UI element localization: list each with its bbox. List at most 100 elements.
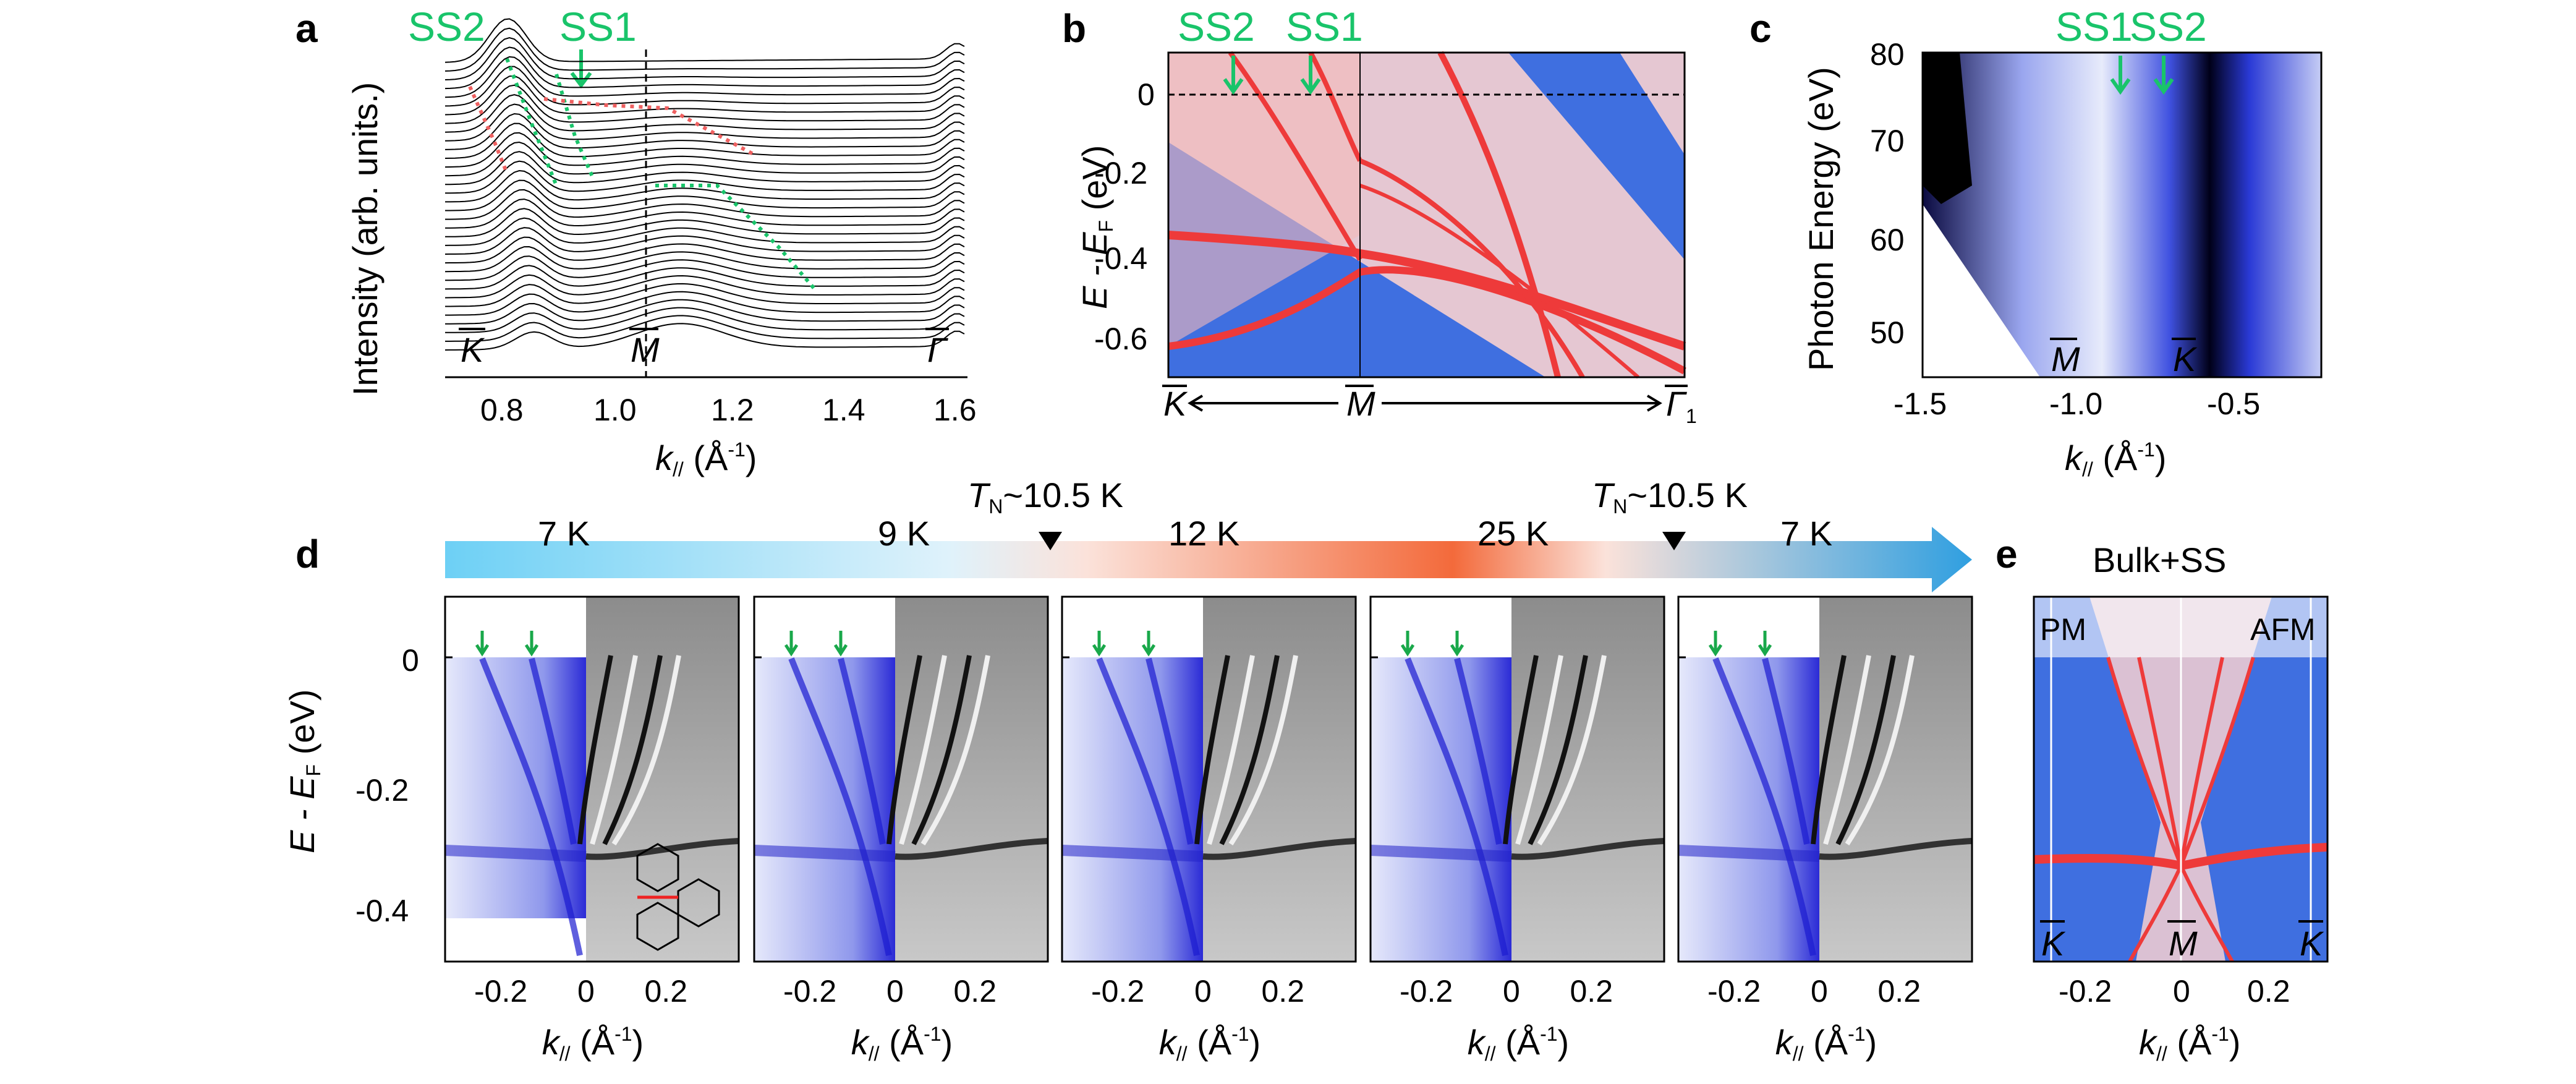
panel-d-ytick: -0.4 bbox=[355, 894, 409, 928]
temp-label-4: 25 K bbox=[1477, 514, 1549, 553]
arpes-band bbox=[838, 657, 886, 845]
curvature-band bbox=[1515, 655, 1563, 845]
panel-b-ytick: -0.6 bbox=[1094, 322, 1147, 356]
arpes-xtick: 0.2 bbox=[1262, 974, 1305, 1009]
arpes-xtick: 0.2 bbox=[1878, 974, 1921, 1009]
panel-a-xtick: 1.2 bbox=[711, 393, 754, 427]
curvature-band bbox=[611, 655, 681, 846]
panel-e-band bbox=[2106, 657, 2183, 867]
arpes-xlabel: k// (Å-1) bbox=[1468, 1023, 1569, 1065]
arpes-xtick: 0.2 bbox=[645, 974, 688, 1009]
edc-curve bbox=[444, 132, 965, 168]
panel-b-point-k: K bbox=[1163, 384, 1188, 423]
panel-a-ss2-label: SS2 bbox=[408, 4, 485, 49]
edc-curve bbox=[444, 274, 965, 299]
panel-b-frame bbox=[1167, 51, 1686, 378]
arpes-xlabel: k// (Å-1) bbox=[1159, 1023, 1260, 1065]
dispersion-marker bbox=[555, 74, 595, 181]
curvature-band bbox=[1194, 655, 1230, 845]
curvature-band bbox=[590, 655, 638, 845]
panel-b-ss1-label: SS1 bbox=[1286, 4, 1363, 49]
panel-c-dark-region bbox=[1923, 53, 1972, 204]
panel-e-point-k-left: K bbox=[2041, 924, 2066, 963]
arpes-bottom-blank bbox=[445, 918, 586, 962]
panel-c-ss1-arrow bbox=[2110, 56, 2131, 95]
arpes-panel: -0.2 0 0.2k// (Å-1) bbox=[1061, 595, 1357, 1065]
arpes-xlabel: k// (Å-1) bbox=[542, 1023, 644, 1065]
panel-e-band bbox=[2179, 657, 2224, 866]
arpes-xtick: 0 bbox=[577, 974, 595, 1009]
edc-curve bbox=[445, 291, 965, 316]
ss-arrow bbox=[1708, 631, 1723, 657]
ss-arrow bbox=[1092, 631, 1107, 657]
panel-e-band bbox=[2137, 657, 2183, 866]
arpes-frame bbox=[753, 595, 1049, 963]
panel-e-pm-label: PM bbox=[2040, 612, 2086, 647]
panel-c-ytick: 70 bbox=[1870, 124, 1905, 158]
dispersion-marker bbox=[543, 97, 755, 156]
curvature-band bbox=[1537, 655, 1607, 846]
edc-curve bbox=[444, 84, 965, 124]
curvature-band bbox=[911, 655, 972, 845]
curvature-band bbox=[1503, 655, 1539, 845]
arpes-flat-band bbox=[1678, 845, 1820, 862]
panel-b-left-arrow bbox=[1188, 395, 1338, 412]
panel-b-ss2-label: SS2 bbox=[1178, 4, 1255, 49]
arpes-above-ef bbox=[1371, 597, 1511, 657]
arpes-frame bbox=[1369, 595, 1665, 963]
edc-curve bbox=[445, 189, 965, 220]
curvature-flat-band bbox=[1511, 838, 1665, 860]
edc-curve bbox=[444, 75, 965, 116]
arpes-band bbox=[1454, 657, 1502, 845]
bz-hexagon bbox=[636, 843, 679, 892]
temp-label-2: 9 K bbox=[878, 514, 930, 553]
ss-arrow bbox=[833, 631, 848, 657]
panel-e-band bbox=[2179, 864, 2234, 963]
panel-b-point-m: M bbox=[1346, 384, 1375, 423]
panel-e-xtick: 0.2 bbox=[2247, 974, 2290, 1009]
panel-c-point-k: K bbox=[2173, 339, 2198, 378]
curvature-band bbox=[1835, 655, 1896, 845]
arpes-xtick: -0.2 bbox=[1707, 974, 1761, 1009]
bz-hexagon bbox=[677, 878, 720, 928]
arpes-band bbox=[479, 657, 583, 957]
edc-curve bbox=[444, 103, 965, 142]
arpes-band bbox=[1712, 657, 1816, 957]
tn-marker-1 bbox=[1039, 532, 1062, 550]
curvature-flat-band bbox=[895, 838, 1048, 860]
edc-curve bbox=[444, 265, 965, 290]
arpes-xtick: 0 bbox=[1194, 974, 1212, 1009]
temp-label-5: 7 K bbox=[1780, 514, 1832, 553]
temp-label-1: 7 K bbox=[538, 514, 590, 553]
panel-b-band bbox=[1359, 158, 1585, 379]
edc-curve bbox=[444, 227, 965, 255]
panel-e-xtick: 0 bbox=[2173, 974, 2190, 1009]
panel-c-letter: c bbox=[1749, 6, 1772, 51]
panel-a-xtick: 1.6 bbox=[933, 393, 977, 427]
curvature-band bbox=[1845, 655, 1915, 846]
edc-curve bbox=[444, 56, 965, 98]
arpes-xlabel: k// (Å-1) bbox=[1775, 1023, 1877, 1065]
temperature-arrow bbox=[445, 527, 1972, 592]
arpes-frame bbox=[1061, 595, 1357, 963]
panel-a-point-g: Γ bbox=[927, 330, 948, 369]
ss-arrow bbox=[1141, 631, 1156, 657]
panel-e-band bbox=[2179, 657, 2255, 867]
panel-b-yticks: 0 -0.2 -0.4 -0.6 bbox=[1094, 77, 1155, 356]
panel-c-xtick: -0.5 bbox=[2207, 386, 2260, 421]
ss-arrow bbox=[475, 631, 490, 657]
curvature-band bbox=[1528, 655, 1588, 845]
curvature-band bbox=[1811, 655, 1847, 845]
arpes-flat-band bbox=[1061, 845, 1204, 862]
edc-curve bbox=[444, 217, 965, 246]
panel-c-ytick: 50 bbox=[1870, 315, 1905, 350]
dispersion-marker bbox=[505, 58, 558, 187]
panel-b-band bbox=[1359, 184, 1639, 379]
curvature-band bbox=[1823, 655, 1871, 845]
panel-a-xlabel: k// (Å-1) bbox=[655, 438, 757, 480]
ss-arrow bbox=[524, 631, 539, 657]
arpes-band bbox=[788, 657, 892, 957]
arpes-flat-band bbox=[754, 845, 896, 862]
panel-e-frame bbox=[2033, 595, 2329, 963]
